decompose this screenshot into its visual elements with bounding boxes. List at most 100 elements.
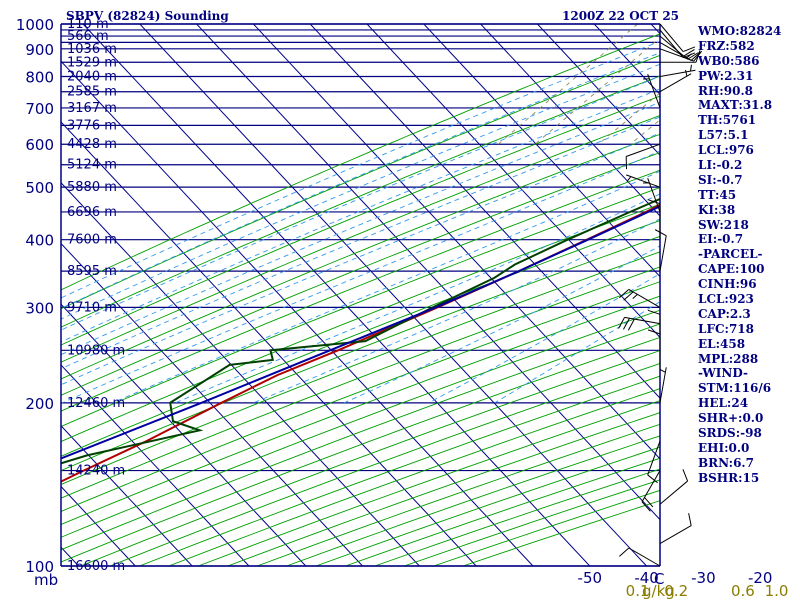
temperature-unit-label: C: [654, 570, 664, 588]
wind-barb-shaft: [628, 288, 661, 308]
mixing-ratio-unit-label: g/kg: [642, 582, 675, 600]
height-labels: 16600 m 14240 m 12460 m 10980 m 9710 m 8595 m…: [67, 17, 125, 574]
sounding-time: 1200Z 22 OCT 25: [562, 9, 679, 23]
wind-barb-shaft: [647, 440, 661, 476]
temperature-tick-label: -50: [578, 569, 603, 587]
wind-barb-full: [627, 318, 635, 331]
dry-adiabat-line: [61, 75, 660, 328]
moist-adiabat-line: [62, 150, 660, 404]
temperature-labels: -50-40-30-20-10010203040: [578, 569, 773, 587]
wind-barb-full: [625, 156, 628, 170]
wind-barb-shaft: [624, 316, 661, 325]
height-label: 5124 m: [67, 158, 117, 173]
isotherm-line: [61, 424, 193, 566]
index-item: FRZ:582: [698, 38, 755, 53]
wind-barb-shaft: [659, 41, 692, 61]
index-item: SI:-0.7: [698, 172, 743, 187]
wind-barb-full: [683, 48, 695, 57]
moist-adiabat-lines: [61, 40, 660, 404]
wind-barb-column: [618, 23, 703, 567]
wind-barb: [619, 547, 661, 567]
height-label: 5880 m: [67, 180, 117, 195]
wind-barb: [643, 74, 661, 109]
pressure-tick-label: 900: [25, 41, 54, 59]
wind-barb-shaft: [628, 547, 661, 567]
isotherm-line: [309, 24, 660, 399]
wind-barb: [647, 329, 661, 370]
wind-barb-full: [647, 199, 661, 205]
wind-barb-shaft: [659, 69, 696, 77]
height-label: 16600 m: [67, 559, 125, 574]
wind-barb: [659, 513, 692, 545]
dry-adiabat-line: [61, 95, 660, 346]
wind-barb: [654, 229, 667, 272]
wind-barb: [641, 470, 661, 512]
dry-adiabat-line: [61, 54, 660, 310]
isotherm-lines: [61, 24, 660, 566]
wind-barb: [626, 174, 661, 188]
height-label: 566 m: [67, 29, 109, 44]
index-item: CAP:2.3: [698, 306, 751, 321]
wind-barb: [618, 316, 661, 331]
height-label: 2040 m: [67, 70, 117, 85]
index-item: EL:458: [698, 336, 746, 351]
mixing-ratio-tick-label: 0.1: [626, 582, 650, 600]
index-item: LCL:976: [698, 143, 754, 158]
wind-barb-shaft: [647, 74, 661, 109]
moist-adiabat-line: [61, 132, 660, 386]
index-item: TH:5761: [698, 113, 757, 128]
dry-adiabat-line: [61, 220, 660, 457]
wind-barb-shaft: [626, 143, 661, 157]
isotherm-line: [139, 24, 647, 566]
isotherm-line: [61, 121, 477, 566]
isotherm-line: [61, 60, 534, 566]
height-label: 14240 m: [67, 464, 125, 479]
index-item: -PARCEL-: [698, 247, 763, 262]
index-item: PW:2.31: [698, 68, 754, 83]
height-label: 8595 m: [67, 264, 117, 279]
wind-barb-shaft: [659, 23, 684, 52]
isotherm-line: [61, 181, 420, 566]
isotherm-line: [423, 24, 660, 278]
isotherm-line: [61, 303, 307, 566]
wind-barb-full: [647, 309, 661, 315]
pressure-tick-label: 400: [25, 232, 54, 250]
pressure-tick-label: 300: [25, 299, 54, 317]
wind-barb: [659, 469, 689, 505]
plot-frame: [60, 23, 661, 567]
wind-barb-full: [647, 329, 661, 335]
height-label: 6696 m: [67, 205, 117, 220]
moist-adiabat-line: [253, 218, 660, 404]
wind-barb: [659, 23, 696, 53]
index-item: SHR+:0.0: [698, 411, 764, 426]
mixing-ratio-labels: 0.10.20.61.02.03.05.010.020.040.0: [626, 582, 789, 600]
dry-adiabat-line: [61, 133, 660, 380]
dry-adiabat-line: [61, 323, 660, 551]
dry-adiabat-line: [61, 281, 660, 512]
wind-barb-half: [626, 176, 632, 182]
wind-barb: [659, 69, 692, 93]
index-item: CAPE:100: [698, 262, 765, 277]
height-label: 3167 m: [67, 101, 117, 116]
wind-barb-full: [623, 291, 634, 301]
wind-barb-shaft: [647, 178, 661, 213]
height-label: 9710 m: [67, 300, 117, 315]
moist-adiabat-line: [428, 273, 660, 404]
wind-barb-shaft: [659, 235, 667, 272]
wind-barb-shaft: [626, 174, 661, 188]
pressure-tick-label: 800: [25, 69, 54, 87]
dry-adiabat-line: [61, 187, 660, 428]
pressure-tick-label: 200: [25, 395, 54, 413]
height-label: 2585 m: [67, 85, 117, 100]
pressure-tick-label: 500: [25, 179, 54, 197]
wind-barb: [643, 178, 661, 213]
wind-barb-shaft: [659, 73, 692, 93]
index-item: SW:218: [698, 217, 749, 232]
index-item: MAXT:31.8: [698, 98, 773, 113]
isotherm-line: [61, 242, 363, 566]
isotherm-line: [196, 24, 660, 521]
index-item: SRDS:-98: [698, 426, 762, 441]
pressure-tick-label: 700: [25, 100, 54, 118]
isotherm-line: [61, 364, 250, 566]
wind-barb-shaft: [659, 480, 688, 505]
